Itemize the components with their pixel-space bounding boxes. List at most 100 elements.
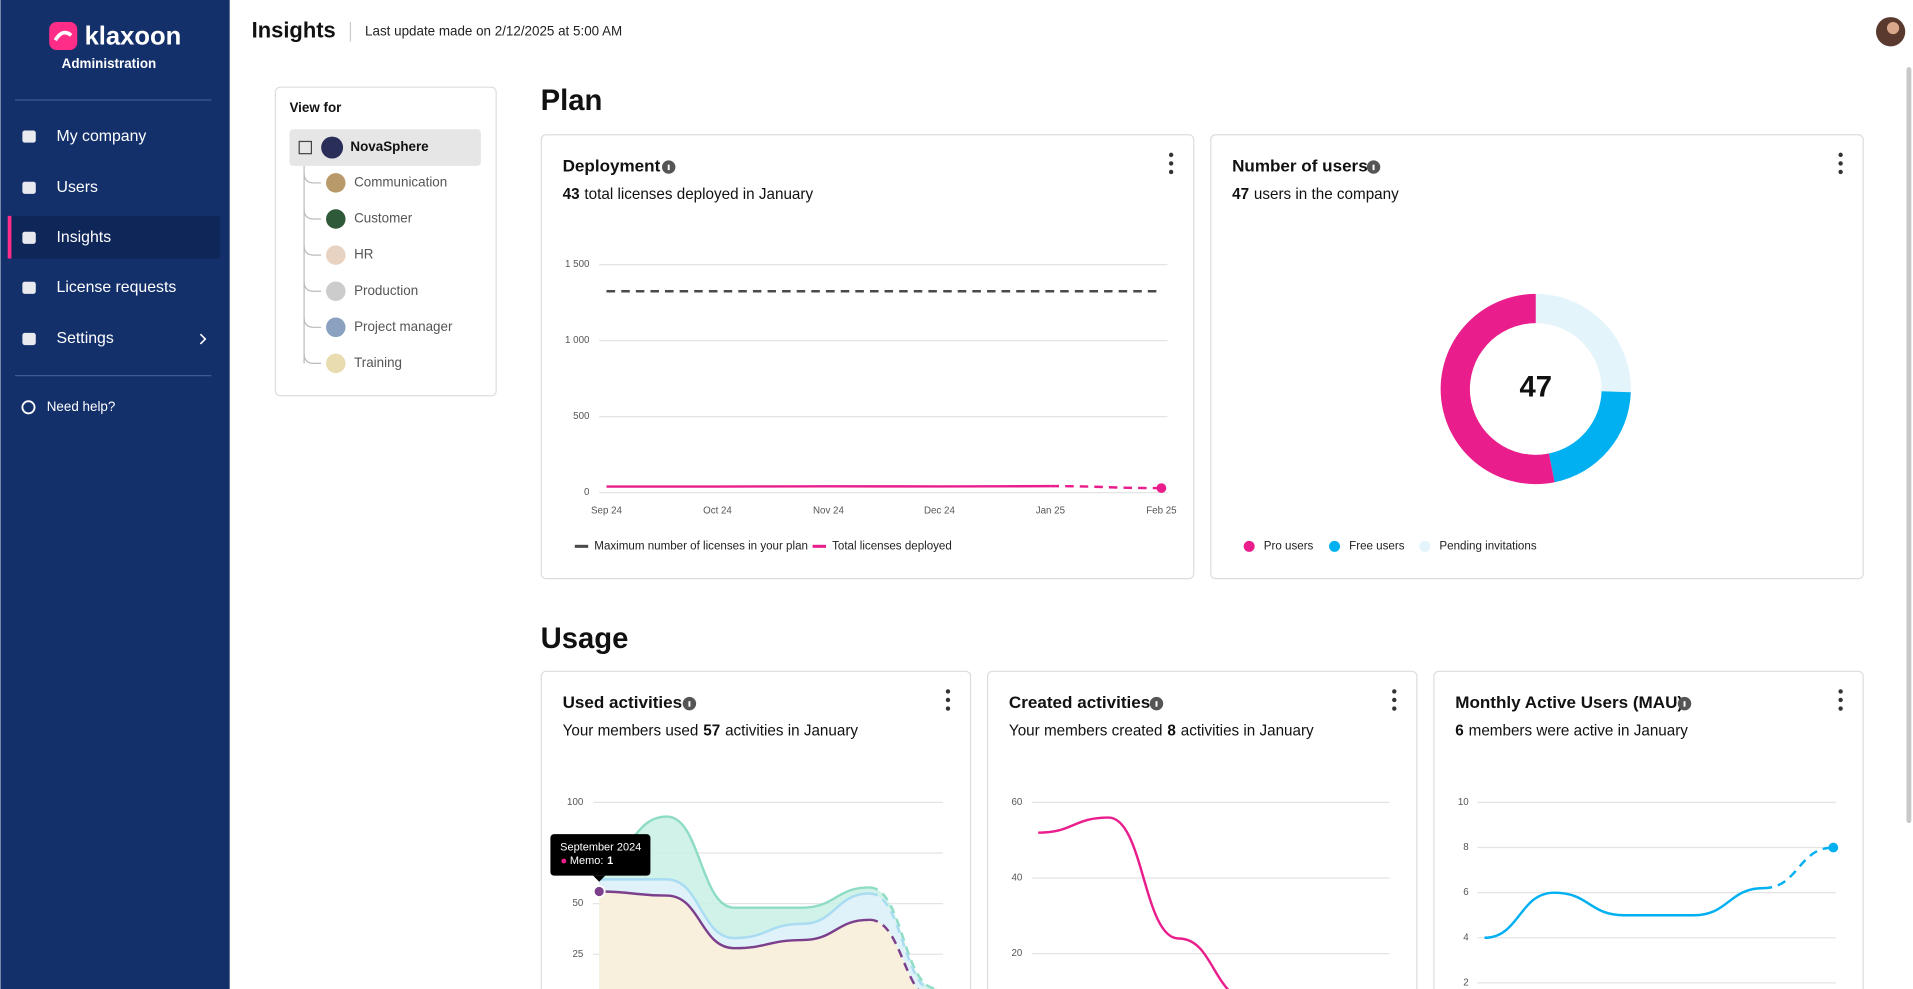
y-tick-label: 10: [1458, 797, 1469, 808]
last-update: Last update made on 2/12/2025 at 5:00 AM: [365, 23, 622, 38]
brand: klaxoon: [85, 23, 182, 51]
team-avatar: [326, 173, 346, 193]
card-title: Monthly Active Users (MAU): [1455, 693, 1683, 712]
y-tick-label: 60: [1011, 797, 1022, 808]
team-avatar: [326, 353, 346, 374]
nav-item[interactable]: Users: [57, 179, 98, 196]
legend-swatch: [1419, 540, 1431, 552]
team-item[interactable]: Production: [354, 283, 418, 298]
company-avatar: [321, 136, 344, 159]
legend-label: Maximum number of licenses in your plan: [594, 540, 808, 552]
card-title: Number of users: [1232, 157, 1368, 176]
series-area: [599, 891, 918, 989]
brand-subtitle: Administration: [62, 56, 157, 71]
card: [540, 134, 1195, 580]
team-item[interactable]: HR: [354, 247, 374, 262]
menu-button[interactable]: [1392, 689, 1397, 711]
series-line: [1484, 886, 1764, 940]
y-tick-label: 40: [1011, 873, 1022, 884]
menu-button[interactable]: [1168, 152, 1174, 175]
y-tick-label: 6: [1463, 887, 1468, 898]
company-icon: [298, 140, 313, 155]
hover-point: [592, 885, 606, 898]
x-tick-label: Sep 24: [591, 506, 622, 517]
y-tick-label: 50: [572, 898, 583, 909]
card-title: Used activities: [563, 693, 683, 712]
y-tick-label: 1 000: [565, 335, 590, 346]
tree-branch: [303, 209, 322, 220]
y-tick-label: 100: [567, 797, 584, 808]
card-subtitle: 47 users in the company: [1232, 186, 1399, 203]
team-item[interactable]: Customer: [354, 211, 413, 226]
menu-dot: [1392, 706, 1397, 711]
menu-dot: [1392, 689, 1397, 694]
team-item[interactable]: Training: [354, 355, 402, 370]
logo-mark: [53, 30, 73, 42]
menu-dot: [1168, 169, 1174, 175]
y-tick-label: 4: [1463, 932, 1469, 943]
team-item[interactable]: Project manager: [354, 319, 453, 334]
tree-branch: [303, 245, 322, 256]
logo-icon: [49, 21, 78, 50]
team-avatar: [326, 209, 346, 229]
tree-branch: [303, 173, 322, 184]
chevron: [199, 333, 207, 345]
menu-button[interactable]: [1838, 689, 1843, 711]
menu-dot: [1392, 697, 1397, 703]
series-line-projected: [869, 886, 938, 989]
series-line: [599, 815, 870, 909]
tree-branch: [303, 317, 322, 328]
tooltip-value: 1: [607, 855, 613, 867]
x-tick-label: Nov 24: [813, 506, 844, 517]
menu-dot: [945, 689, 951, 694]
help-link[interactable]: Need help?: [47, 399, 116, 414]
tooltip: [550, 834, 651, 876]
nav-icon: [22, 130, 36, 143]
card: [1210, 134, 1864, 580]
y-tick-label: 20: [1011, 948, 1022, 959]
team-item[interactable]: Communication: [354, 174, 447, 189]
card-subtitle: Your members created 8 activities in Janua…: [1009, 723, 1314, 740]
card: [1433, 670, 1864, 989]
tooltip-label: Memo:: [570, 855, 604, 867]
donut-center: 47: [1519, 372, 1552, 404]
y-tick-label: 0: [584, 487, 590, 498]
x-tick-label: Jan 25: [1036, 506, 1066, 517]
series-line-projected: [1050, 484, 1162, 490]
info-glyph: [688, 701, 691, 707]
menu-button[interactable]: [1838, 152, 1843, 175]
donut-segment: [1535, 293, 1631, 393]
card-title: Deployment: [563, 157, 661, 176]
info-glyph: [1683, 701, 1686, 707]
page-title: Insights: [252, 18, 336, 43]
legend-label: Free users: [1349, 540, 1405, 552]
nav-item[interactable]: My company: [57, 128, 147, 145]
nav-active-bar: [7, 215, 12, 259]
nav-item[interactable]: License requests: [57, 279, 177, 296]
donut-segment: [1440, 293, 1555, 485]
menu-dot: [1168, 152, 1174, 158]
y-tick-label: 1 500: [565, 259, 590, 270]
tooltip-text: Memo: 1: [570, 855, 613, 867]
nav-icon: [22, 181, 36, 194]
x-tick-label: Dec 24: [924, 506, 955, 517]
menu-button[interactable]: [945, 689, 951, 711]
section-title: Plan: [541, 85, 603, 117]
legend-swatch: [1243, 540, 1255, 552]
section-title: Usage: [541, 623, 629, 655]
scrollbar[interactable]: [1906, 67, 1912, 824]
company-name: NovaSphere: [350, 139, 428, 154]
menu-dot: [1838, 689, 1843, 694]
series-line-projected: [1763, 846, 1834, 890]
nav-item[interactable]: Settings: [57, 330, 114, 347]
card-subtitle: Your members used 57 activities in January: [563, 723, 859, 740]
legend-label: Pending invitations: [1439, 540, 1536, 552]
avatar-face: [1886, 21, 1900, 35]
nav-item[interactable]: Insights: [57, 229, 112, 246]
tooltip-swatch: [561, 858, 567, 864]
card-title: Created activities: [1009, 693, 1150, 712]
menu-dot: [945, 706, 951, 711]
end-marker: [1156, 483, 1167, 493]
